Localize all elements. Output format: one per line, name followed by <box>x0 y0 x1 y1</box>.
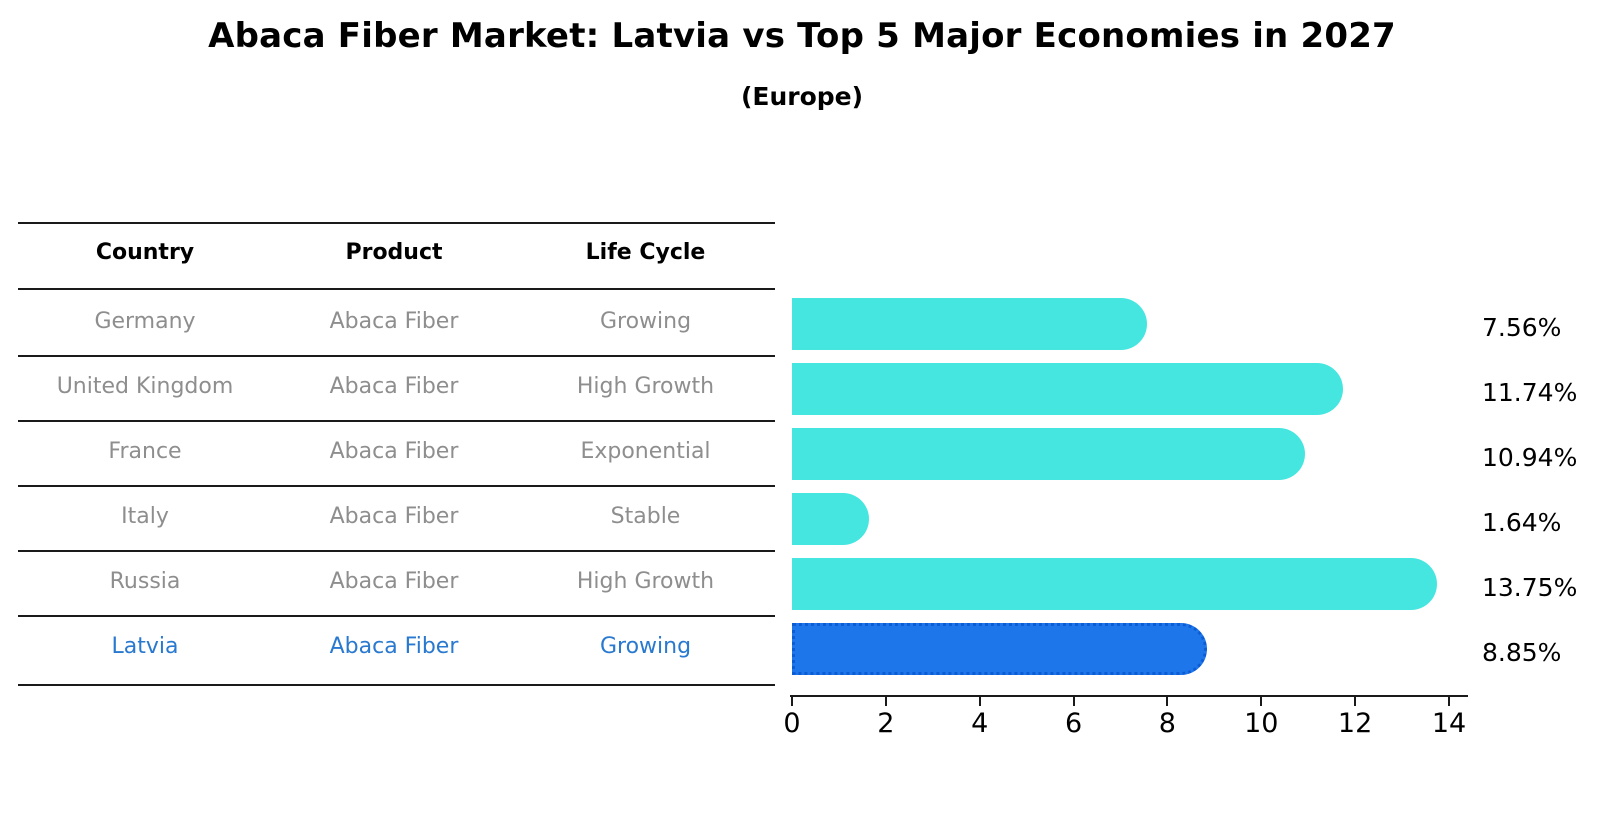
table-divider <box>18 420 775 422</box>
value-label: 10.94% <box>1482 443 1578 472</box>
table-row: France Abaca Fiber Exponential <box>18 435 775 469</box>
column-header-product: Product <box>345 240 443 265</box>
chart-title: Abaca Fiber Market: Latvia vs Top 5 Majo… <box>208 16 1396 56</box>
x-axis: 0 2 4 6 8 10 12 14 <box>783 697 1466 757</box>
tick-mark <box>1072 697 1075 706</box>
value-label: 8.85% <box>1482 638 1562 667</box>
bar-france <box>792 428 1306 480</box>
tick-label: 8 <box>1158 708 1176 739</box>
tick-mark <box>1166 697 1169 706</box>
cell-life-cycle: Exponential <box>580 439 711 464</box>
tick-mark <box>1354 697 1357 706</box>
cell-life-cycle: Stable <box>610 504 681 529</box>
cell-product: Abaca Fiber <box>329 439 459 464</box>
table-divider <box>18 288 775 290</box>
table-divider <box>18 485 775 487</box>
table-divider <box>18 615 775 617</box>
table-row: Italy Abaca Fiber Stable <box>18 500 775 534</box>
tick-label: 12 <box>1337 708 1373 739</box>
tick-label: 14 <box>1431 708 1467 739</box>
country-table: Country Product Life Cycle Germany Abaca… <box>18 222 775 686</box>
bar-italy <box>792 493 869 545</box>
tick-mark <box>791 697 793 706</box>
cell-life-cycle: High Growth <box>576 569 715 594</box>
table-border-top <box>18 222 775 224</box>
column-header-country: Country <box>95 240 195 265</box>
tick-mark <box>978 697 981 706</box>
tick-label: 6 <box>1065 708 1083 739</box>
tick-label: 10 <box>1244 708 1279 739</box>
bar-united-kingdom <box>792 363 1343 415</box>
cell-country: Latvia <box>111 634 179 659</box>
cell-product: Abaca Fiber <box>329 634 459 659</box>
tick-mark <box>884 697 887 706</box>
cell-product: Abaca Fiber <box>329 374 459 399</box>
cell-life-cycle: Growing <box>599 634 692 659</box>
x-axis-line <box>790 695 1468 697</box>
cell-life-cycle: High Growth <box>576 374 715 399</box>
value-label: 7.56% <box>1482 313 1562 342</box>
table-row-highlight-latvia: Latvia Abaca Fiber Growing <box>18 630 775 664</box>
table-row: Germany Abaca Fiber Growing <box>18 305 775 339</box>
cell-life-cycle: Growing <box>599 309 692 334</box>
value-label: 11.74% <box>1482 378 1578 407</box>
tick-label: 4 <box>971 708 989 739</box>
value-label: 13.75% <box>1482 573 1578 602</box>
table-border-bottom <box>18 684 775 686</box>
cell-product: Abaca Fiber <box>329 309 459 334</box>
bar-germany <box>792 298 1147 350</box>
table-row: United Kingdom Abaca Fiber High Growth <box>18 370 775 404</box>
table-row: Russia Abaca Fiber High Growth <box>18 565 775 599</box>
tick-mark <box>1260 697 1263 706</box>
cell-product: Abaca Fiber <box>329 569 459 594</box>
tick-label: 2 <box>877 708 895 739</box>
cell-country: Italy <box>121 504 169 529</box>
chart-subtitle: (Europe) <box>740 82 864 111</box>
cell-country: Germany <box>94 309 196 334</box>
tick-label: 0 <box>783 708 801 739</box>
value-label: 1.64% <box>1482 508 1562 537</box>
cell-country: Russia <box>109 569 181 594</box>
cell-country: United Kingdom <box>56 374 234 399</box>
cell-product: Abaca Fiber <box>329 504 459 529</box>
table-divider <box>18 355 775 357</box>
bar-russia <box>792 558 1438 610</box>
table-divider <box>18 550 775 552</box>
tick-mark <box>1448 697 1450 706</box>
column-header-life-cycle: Life Cycle <box>585 240 706 265</box>
cell-country: France <box>108 439 182 464</box>
bar-latvia-highlight <box>792 623 1208 675</box>
table-header-row: Country Product Life Cycle <box>18 236 775 270</box>
